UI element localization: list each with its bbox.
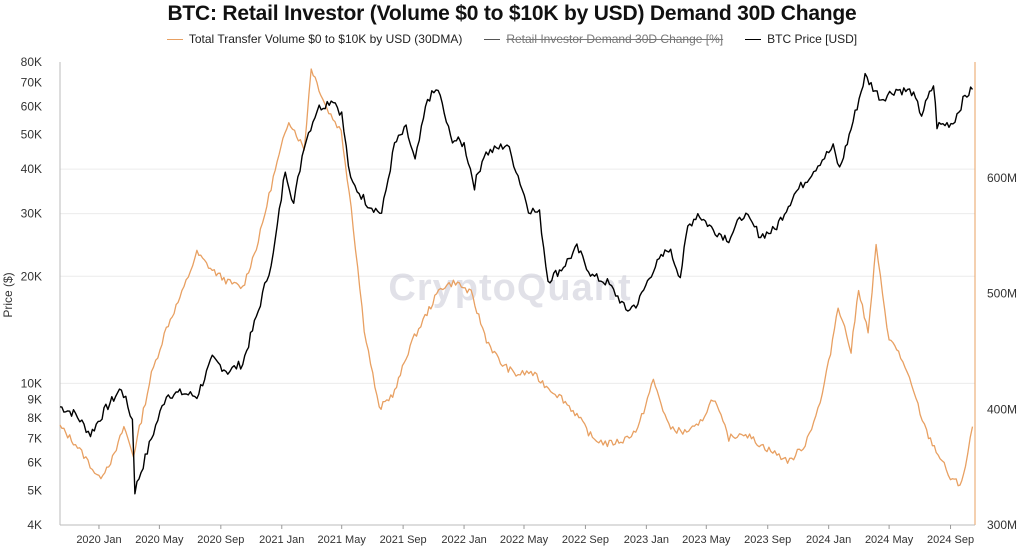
x-tick-label: 2022 Jan bbox=[441, 534, 486, 546]
legend-item-btc-price[interactable]: BTC Price [USD] bbox=[745, 32, 857, 46]
left-tick-label: 5K bbox=[27, 484, 42, 498]
x-tick-label: 2020 Sep bbox=[197, 534, 244, 546]
left-tick-label: 6K bbox=[27, 455, 42, 469]
left-tick-label: 40K bbox=[21, 162, 42, 176]
chart-legend: Total Transfer Volume $0 to $10K by USD … bbox=[0, 32, 1024, 46]
legend-label-btc-price: BTC Price [USD] bbox=[767, 32, 858, 46]
right-tick-label: 600M bbox=[987, 171, 1017, 185]
x-tick-label: 2021 Jan bbox=[259, 534, 304, 546]
legend-item-demand-change[interactable]: Retail Investor Demand 30D Change [%] bbox=[484, 32, 723, 46]
left-tick-label: 30K bbox=[21, 207, 42, 221]
x-tick-label: 2024 Sep bbox=[927, 534, 974, 546]
left-tick-label: 50K bbox=[21, 128, 42, 142]
x-tick-label: 2022 May bbox=[500, 534, 549, 546]
x-tick-label: 2020 Jan bbox=[76, 534, 121, 546]
legend-label-transfer-volume: Total Transfer Volume $0 to $10K by USD … bbox=[188, 32, 463, 46]
left-tick-label: 20K bbox=[21, 269, 42, 283]
right-tick-label: 300M bbox=[987, 518, 1017, 532]
left-axis-label: Price ($) bbox=[1, 272, 15, 317]
left-tick-label: 10K bbox=[21, 376, 42, 390]
left-tick-label: 60K bbox=[21, 99, 42, 113]
legend-swatch-transfer-volume bbox=[166, 38, 183, 40]
right-tick-label: 500M bbox=[987, 287, 1017, 301]
x-tick-label: 2020 May bbox=[135, 534, 184, 546]
left-tick-label: 7K bbox=[27, 432, 42, 446]
legend-swatch-demand-change bbox=[484, 38, 501, 40]
legend-label-demand-change: Retail Investor Demand 30D Change [%] bbox=[506, 32, 724, 46]
watermark-text: CryptoQuant bbox=[388, 267, 631, 309]
x-tick-label: 2023 Jan bbox=[624, 534, 669, 546]
left-tick-label: 4K bbox=[27, 518, 42, 532]
left-tick-label: 80K bbox=[21, 55, 42, 69]
right-tick-label: 400M bbox=[987, 402, 1017, 416]
legend-item-transfer-volume[interactable]: Total Transfer Volume $0 to $10K by USD … bbox=[166, 32, 463, 46]
legend-swatch-btc-price bbox=[745, 38, 762, 40]
x-tick-label: 2021 Sep bbox=[380, 534, 427, 546]
x-tick-label: 2024 May bbox=[865, 534, 914, 546]
left-tick-label: 9K bbox=[27, 393, 42, 407]
series-line-btc-price bbox=[59, 72, 974, 495]
x-tick-label: 2021 May bbox=[318, 534, 367, 546]
x-tick-label: 2023 May bbox=[682, 534, 731, 546]
left-tick-label: 8K bbox=[27, 411, 42, 425]
left-tick-label: 70K bbox=[21, 76, 42, 90]
x-tick-label: 2024 Jan bbox=[806, 534, 851, 546]
x-tick-label: 2023 Sep bbox=[744, 534, 791, 546]
x-tick-label: 2022 Sep bbox=[562, 534, 609, 546]
series-line-transfer-volume bbox=[59, 68, 974, 487]
chart-title: BTC: Retail Investor (Volume $0 to $10K … bbox=[167, 2, 857, 25]
